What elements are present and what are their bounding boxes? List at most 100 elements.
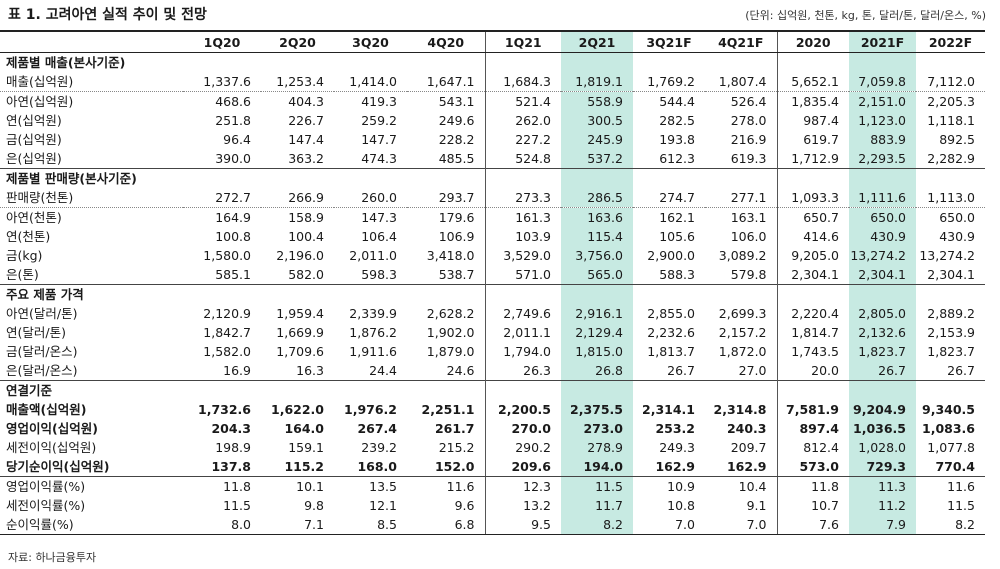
value-cell: 11.6 — [947, 479, 975, 494]
section-header-row: 제품별 판매량(본사기준) — [0, 168, 985, 188]
table-row: 연(달러/톤) 1,842.7 1,669.9 1,876.2 1,902.0 2,011… — [0, 323, 985, 342]
value-cell: 8.0 — [183, 515, 261, 535]
value-cell: 245.9 — [561, 130, 633, 149]
row-label: 당기순이익(십억원) — [0, 457, 183, 477]
empty-cell — [334, 168, 407, 188]
empty-cell — [776, 52, 849, 72]
value-cell: 293.7 — [407, 188, 485, 208]
value-cell: 1,769.2 — [633, 72, 705, 92]
table-row: 세전이익률(%) 11.5 9.8 12.1 9.6 13.2 11.7 10.8 9.1 10.… — [0, 496, 985, 515]
value-cell: 7,112.0 — [916, 72, 985, 92]
value-cell: 3,756.0 — [561, 246, 633, 265]
value-cell: 16.3 — [296, 363, 324, 378]
row-label: 금(kg) — [6, 248, 43, 263]
empty-cell — [705, 53, 777, 73]
value-cell: 193.8 — [659, 132, 695, 147]
row-label: 아연(십억원) — [6, 94, 74, 109]
section-title: 제품별 판매량(본사기준) — [0, 168, 183, 188]
empty-cell — [633, 53, 705, 73]
value-cell: 2,805.0 — [849, 304, 916, 323]
col-header: 2Q21 — [561, 30, 633, 53]
empty-cell — [407, 380, 485, 400]
value-cell: 2,120.9 — [203, 306, 251, 321]
value-cell: 274.7 — [633, 188, 705, 208]
value-cell: 147.7 — [361, 132, 397, 147]
value-cell: 11.5 — [947, 498, 975, 513]
value-cell: 168.0 — [334, 457, 407, 477]
row-label: 연(달러/톤) — [6, 325, 66, 340]
value-cell: 162.9 — [633, 457, 705, 477]
header-corner — [0, 30, 183, 53]
value-cell: 2,232.6 — [647, 325, 695, 340]
value-cell: 474.3 — [361, 151, 397, 166]
value-cell: 579.8 — [730, 267, 767, 282]
value-cell: 1,815.0 — [561, 342, 633, 361]
col-header: 2021F — [849, 30, 916, 53]
value-cell: 272.7 — [183, 188, 261, 208]
value-cell: 770.4 — [916, 457, 985, 477]
value-cell: 2,314.8 — [713, 402, 767, 417]
value-cell: 9.1 — [746, 498, 767, 513]
value-cell: 7,059.8 — [849, 72, 916, 92]
value-cell: 1,823.7 — [927, 344, 975, 359]
empty-cell — [776, 284, 849, 304]
value-cell: 162.9 — [705, 457, 777, 477]
value-cell: 1,093.3 — [776, 188, 849, 208]
value-cell: 24.6 — [446, 363, 475, 378]
value-cell: 7.9 — [849, 515, 916, 535]
empty-cell — [849, 380, 916, 400]
col-header: 3Q20 — [334, 30, 407, 53]
value-cell: 892.5 — [939, 132, 975, 147]
value-cell: 588.3 — [659, 267, 695, 282]
value-cell: 1,036.5 — [849, 419, 916, 438]
value-cell: 240.3 — [726, 421, 767, 436]
value-cell: 227.2 — [484, 130, 561, 149]
row-label: 영업이익률(%) — [6, 479, 86, 494]
value-cell: 1,622.0 — [271, 402, 324, 417]
value-cell: 1,684.3 — [484, 72, 561, 92]
value-cell: 226.7 — [288, 113, 324, 128]
value-cell: 650.7 — [776, 207, 849, 227]
value-cell: 650.0 — [849, 207, 916, 227]
value-cell: 2,220.4 — [776, 304, 849, 323]
section-header-row: 연결기준 — [0, 380, 985, 400]
empty-cell — [183, 284, 261, 304]
value-cell: 270.0 — [484, 419, 561, 438]
value-cell: 2,129.4 — [561, 323, 633, 342]
value-cell: 404.3 — [288, 94, 324, 109]
value-cell: 544.4 — [659, 94, 695, 109]
value-cell: 2,153.9 — [927, 325, 975, 340]
empty-cell — [561, 168, 633, 188]
value-cell: 251.8 — [215, 113, 251, 128]
value-cell: 650.0 — [939, 210, 975, 225]
value-cell: 2,293.5 — [849, 149, 916, 169]
empty-cell — [334, 380, 407, 400]
section-title: 주요 제품 가격 — [0, 284, 183, 304]
value-cell: 262.0 — [484, 111, 561, 130]
value-cell: 260.0 — [334, 188, 407, 208]
value-cell: 9,205.0 — [776, 246, 849, 265]
section-title: 제품별 매출(본사기준) — [6, 55, 126, 70]
empty-cell — [484, 284, 561, 304]
table-row: 아연(십억원) 468.6 404.3 419.3 543.1 521.4 558.9 544… — [0, 91, 985, 111]
value-cell: 115.2 — [261, 457, 334, 477]
value-cell: 282.5 — [659, 113, 695, 128]
unit-note: (단위: 십억원, 천톤, kg, 톤, 달러/톤, 달러/온스, %) — [745, 9, 986, 22]
value-cell: 10.8 — [667, 498, 695, 513]
value-cell: 2,011.0 — [349, 248, 397, 263]
value-cell: 2,011.1 — [484, 323, 561, 342]
value-cell: 286.5 — [561, 188, 633, 208]
value-cell: 216.9 — [730, 132, 767, 147]
value-cell: 261.7 — [434, 421, 475, 436]
value-cell: 558.9 — [561, 91, 633, 111]
value-cell: 2,132.6 — [849, 323, 916, 342]
table-row: 매출액(십억원) 1,732.6 1,622.0 1,976.2 2,251.1 2,20… — [0, 400, 985, 419]
value-cell: 103.9 — [484, 227, 561, 246]
value-cell: 1,813.7 — [647, 344, 695, 359]
value-cell: 729.3 — [849, 457, 916, 477]
value-cell: 2,157.2 — [718, 325, 767, 340]
value-cell: 1,879.0 — [426, 344, 475, 359]
empty-cell — [705, 168, 777, 188]
value-cell: 812.4 — [776, 438, 849, 457]
table-row: 연(천톤) 100.8 100.4 106.4 106.9 103.9 115.4 105.6… — [0, 227, 985, 246]
